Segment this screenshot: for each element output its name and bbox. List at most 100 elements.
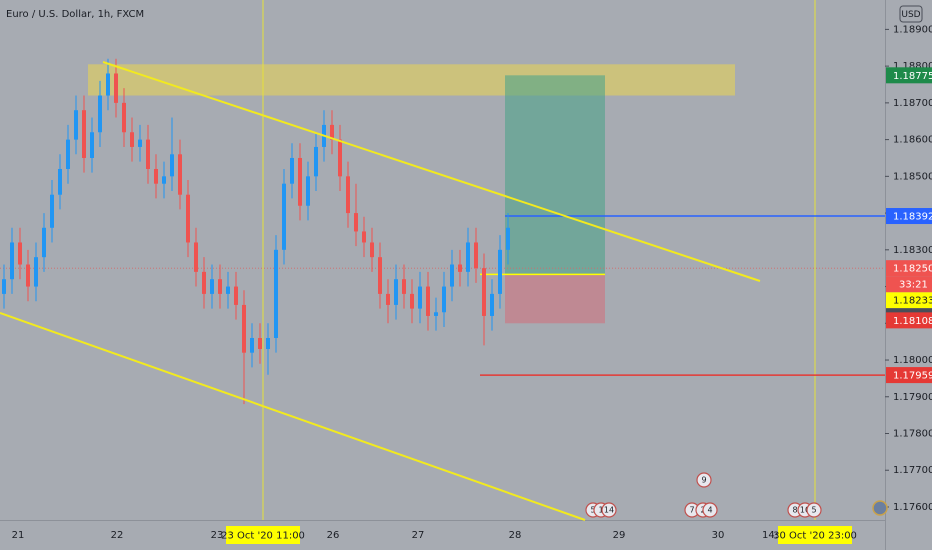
x-tick-label: 28 [509, 530, 522, 541]
candle-body [58, 168, 62, 195]
candle-body [418, 286, 422, 309]
candle-body [210, 279, 214, 294]
price-tag-label: 1.18233 [893, 296, 932, 307]
stop-area [505, 274, 605, 324]
candle-body [2, 279, 6, 294]
candle-body [306, 176, 310, 206]
event-count: 14 [604, 506, 614, 515]
event-count: 10 [800, 506, 810, 515]
candle-body [250, 337, 254, 353]
price-tag [886, 67, 932, 84]
crosshair-tag [226, 526, 300, 544]
candle-body [282, 183, 286, 250]
candle-body [346, 176, 350, 214]
y-tick-label: 1.18500 [893, 171, 932, 182]
chart-title: Euro / U.S. Dollar, 1h, FXCM [6, 9, 144, 20]
candle-body [330, 124, 334, 140]
candle-body [138, 139, 142, 147]
event-count: 7 [689, 506, 694, 515]
countdown-tag [886, 276, 932, 293]
event-badge [601, 502, 617, 518]
x-tick-label: 22 [111, 530, 124, 541]
candle-body [234, 286, 238, 305]
candle-body [258, 337, 262, 350]
x-tick-label: 26 [327, 530, 340, 541]
crosshair-tag [778, 526, 852, 544]
candle-body [186, 194, 190, 243]
candle-body [458, 264, 462, 272]
candle-body [114, 73, 118, 103]
candle-body [434, 312, 438, 316]
price-tag-label: 1.18775 [893, 71, 932, 82]
event-badge [806, 502, 822, 518]
y-tick-label: 1.18700 [893, 98, 932, 109]
candle-body [314, 146, 318, 177]
event-count: 1 [598, 506, 603, 515]
price-tag [886, 208, 932, 225]
event-badge [702, 502, 718, 518]
x-tick-label: 30 [712, 530, 725, 541]
candle-body [362, 231, 366, 243]
candle-body [274, 249, 278, 338]
candle-body [378, 257, 382, 294]
candle-body [338, 139, 342, 177]
candle-body [442, 286, 446, 313]
crosshair-label: 23 Oct '20 11:00 [221, 531, 305, 542]
candle-body [162, 176, 166, 184]
candle-body [242, 304, 246, 353]
candle-body [386, 293, 390, 305]
candle-body [106, 73, 110, 96]
candle-body [226, 286, 230, 294]
candle-body [74, 110, 78, 140]
candle-body [466, 242, 470, 272]
candle-body [482, 268, 486, 316]
price-tag [886, 367, 932, 384]
candle-body [394, 279, 398, 305]
candle-body [402, 279, 406, 294]
candle-body [370, 242, 374, 258]
y-tick-label: 1.18000 [893, 355, 932, 366]
event-badge [872, 500, 888, 516]
candle-body [194, 242, 198, 272]
candle-body [146, 139, 150, 169]
candle-body [218, 279, 222, 294]
candle-body [98, 95, 102, 133]
price-tag [886, 312, 932, 329]
candle-body [426, 286, 430, 316]
price-tag [886, 260, 932, 277]
candle-body [90, 132, 94, 158]
candle-body [34, 257, 38, 287]
candle-body [410, 293, 414, 309]
price-tag-label: 1.18392 [893, 212, 932, 223]
currency-box[interactable] [899, 5, 923, 23]
y-tick-label: 1.17800 [893, 429, 932, 440]
event-count: 8 [792, 506, 797, 515]
price-tag-label: 1.17959 [893, 371, 932, 382]
candle-body [130, 132, 134, 147]
y-tick-label: 1.18800 [893, 61, 932, 72]
candle-body [170, 154, 174, 177]
candle-body [290, 157, 294, 184]
candle-body [122, 102, 126, 133]
crosshair-label: 30 Oct '20 23:00 [773, 531, 857, 542]
candle-body [66, 139, 70, 169]
candle-body [498, 249, 502, 294]
zone [88, 64, 735, 96]
trendline [102, 61, 761, 282]
candle-body [42, 227, 46, 258]
candle-body [202, 271, 206, 294]
trendline [0, 312, 586, 521]
candle-body [450, 264, 454, 287]
currency[interactable]: USD [901, 10, 920, 20]
candle-body [178, 154, 182, 195]
y-tick-label: 1.17900 [893, 392, 932, 403]
y-tick-label: 1.17700 [893, 465, 932, 476]
countdown: 33:21 [899, 280, 928, 291]
candle-body [26, 264, 30, 287]
price-tag-label: 1.18108 [893, 316, 932, 327]
y-tick-label: 1.18600 [893, 135, 932, 146]
x-tick-label: 27 [412, 530, 425, 541]
event-count: 5 [590, 506, 595, 515]
candle-body [10, 242, 14, 280]
y-tick-label: 1.17600 [893, 502, 932, 513]
